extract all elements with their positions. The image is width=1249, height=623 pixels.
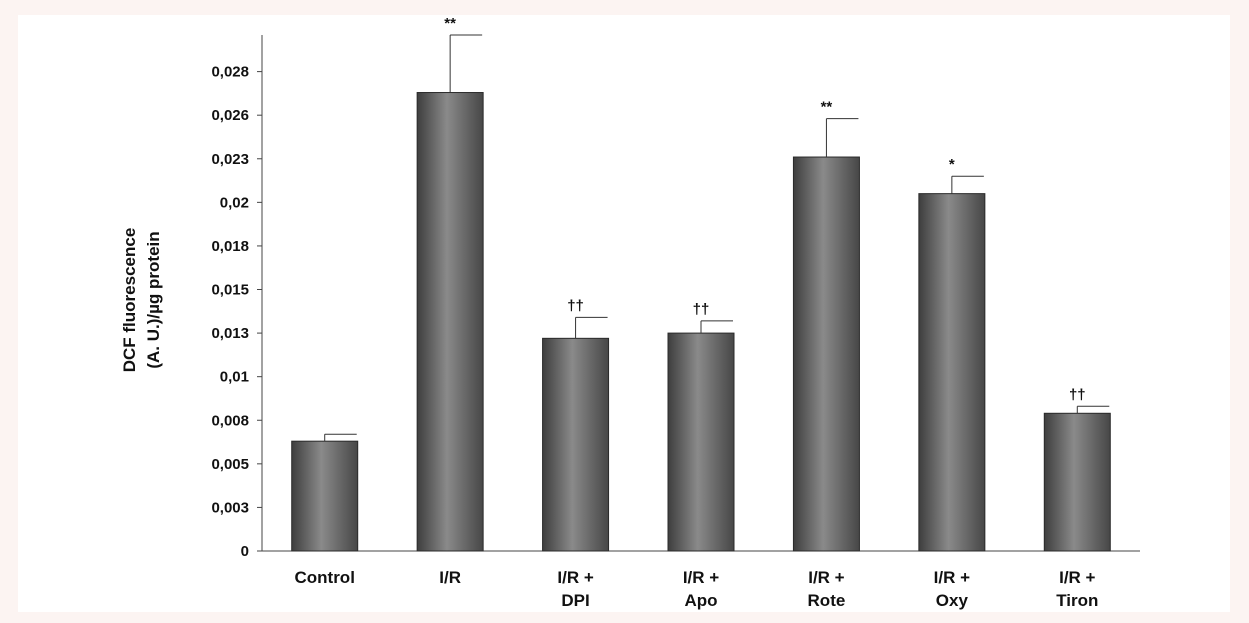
significance-annotation: †† xyxy=(1069,386,1086,403)
y-tick-label: 0,028 xyxy=(211,64,249,81)
category-label: DPI xyxy=(561,591,589,610)
y-tick-label: 0,018 xyxy=(211,238,249,255)
category-label: Apo xyxy=(684,591,717,610)
y-tick-label: 0,026 xyxy=(211,107,249,124)
y-tick-label: 0,02 xyxy=(220,194,249,211)
category-label: Control xyxy=(294,568,354,587)
bars-group: **†† ††***†† xyxy=(291,15,1111,552)
y-axis-label-line1: DCF fluorescence xyxy=(120,228,139,373)
bar xyxy=(792,156,860,552)
category-labels: Control I/R I/R + DPI I/R + Apo I/R + Rote I/R +… xyxy=(294,568,1098,610)
category-label: I/R + xyxy=(808,568,844,587)
y-tick-label: 0,005 xyxy=(211,456,249,473)
bar xyxy=(1043,412,1111,552)
category-label: I/R + xyxy=(1059,568,1095,587)
significance-annotation: ** xyxy=(821,99,833,116)
category-label: I/R xyxy=(439,568,461,587)
bar xyxy=(542,337,610,552)
significance-annotation: †† xyxy=(567,297,584,314)
y-axis-label: DCF fluorescence (A. U.)/µg protein xyxy=(120,228,163,373)
chart-frame xyxy=(18,15,1230,612)
category-label: I/R + xyxy=(934,568,970,587)
y-tick-label: 0,008 xyxy=(211,412,249,429)
category-label: Oxy xyxy=(936,591,969,610)
y-tick-label: 0 xyxy=(241,543,249,560)
significance-annotation: * xyxy=(949,156,955,173)
category-label: I/R + xyxy=(683,568,719,587)
y-tick-label: 0,013 xyxy=(211,325,249,342)
bar xyxy=(291,440,359,552)
bar xyxy=(416,92,484,552)
y-tick-label: 0,003 xyxy=(211,499,249,516)
y-axis-label-line2: (A. U.)/µg protein xyxy=(144,231,163,368)
category-label: I/R + xyxy=(557,568,593,587)
bar xyxy=(918,193,986,552)
y-tick-label: 0,015 xyxy=(211,282,249,299)
category-label: Tiron xyxy=(1056,591,1098,610)
significance-annotation: ** xyxy=(444,15,456,32)
category-label: Rote xyxy=(808,591,846,610)
y-tick-label: 0,023 xyxy=(211,151,249,168)
bar xyxy=(667,332,735,552)
significance-annotation: †† xyxy=(693,301,710,318)
y-tick-label: 0,01 xyxy=(220,369,249,386)
